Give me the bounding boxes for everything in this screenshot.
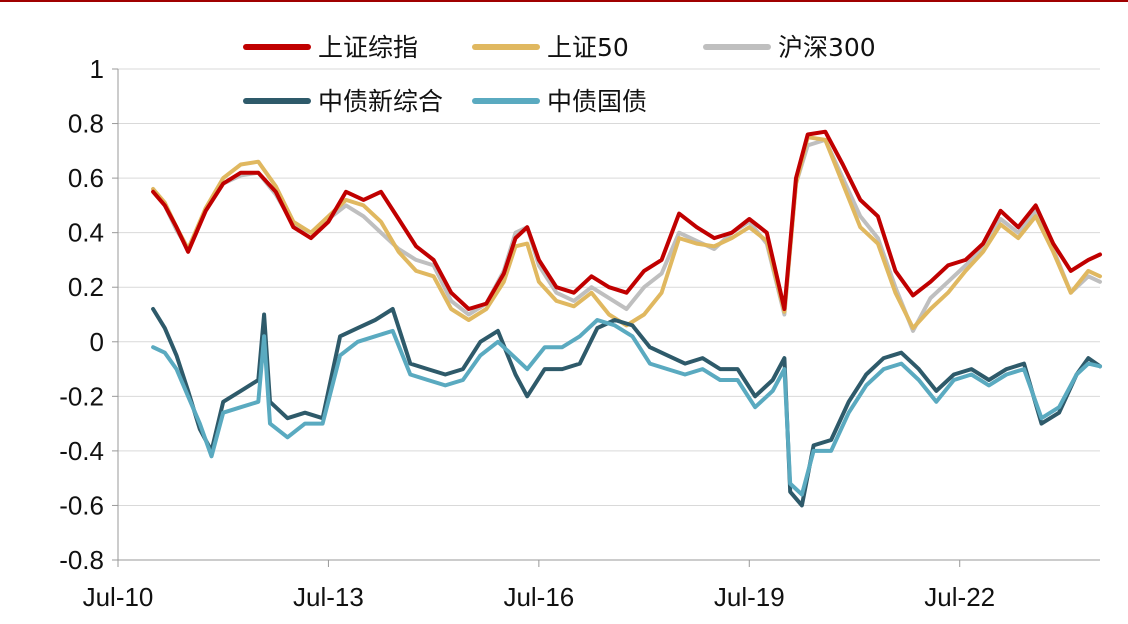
x-tick-label: Jul-22 [924, 582, 995, 612]
y-tick-label: 0.4 [68, 218, 104, 248]
y-tick-label: -0.6 [59, 490, 104, 520]
x-tick-label: Jul-16 [503, 582, 574, 612]
x-tick-label: Jul-13 [293, 582, 364, 612]
y-tick-label: -0.8 [59, 545, 104, 575]
series-line-2 [151, 137, 1102, 333]
series-line-0 [151, 129, 1102, 311]
series-lines [151, 129, 1102, 508]
legend-label-4: 中债国债 [547, 87, 647, 116]
legend-label-2: 沪深300 [778, 33, 876, 62]
x-tick-label: Jul-10 [83, 582, 154, 612]
legend: 上证综指 上证50 沪深300 中债新综合 中债国债 [243, 33, 876, 116]
x-tick-label: Jul-19 [714, 582, 785, 612]
y-tick-label: 0.6 [68, 163, 104, 193]
y-tick-label: 0.2 [68, 272, 104, 302]
series-line-4 [151, 318, 1102, 497]
y-tick-label: 1 [90, 54, 104, 84]
y-tick-label: -0.4 [59, 436, 104, 466]
y-tick-label: 0 [90, 327, 104, 357]
legend-label-3: 中债新综合 [318, 87, 443, 116]
legend-label-1: 上证50 [547, 33, 629, 62]
y-tick-label: 0.8 [68, 109, 104, 139]
y-tick-label: -0.2 [59, 381, 104, 411]
y-axis: 1 0.8 0.6 0.4 0.2 0 -0.2 -0.4 -0.6 -0.8 [59, 54, 119, 575]
series-line-3 [151, 307, 1102, 508]
x-axis: Jul-10 Jul-13 Jul-16 Jul-19 Jul-22 [83, 559, 1100, 612]
legend-label-0: 上证综指 [318, 33, 418, 62]
